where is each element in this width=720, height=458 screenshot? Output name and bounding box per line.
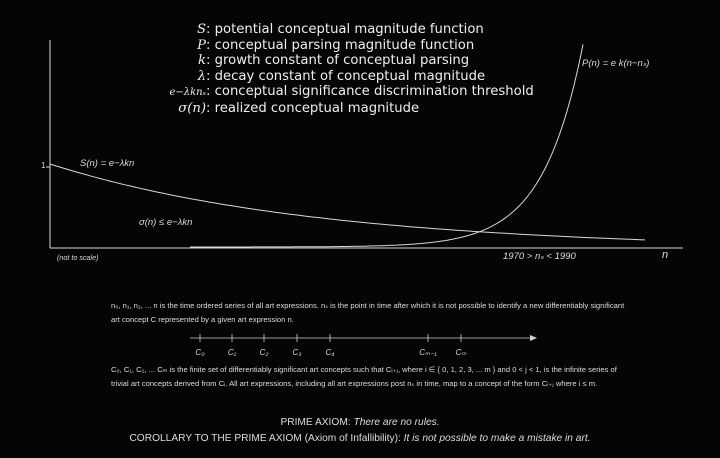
timeline-tick-label: C₂ [260,348,269,357]
timeline-ticks: C₀ C₁ C₂ C₃ C₄ Cₘ₋₁ Cₘ [195,334,466,357]
p-growth-curve [190,44,584,248]
corollary-label: COROLLARY TO THE PRIME AXIOM (Axiom of I… [129,433,401,444]
art-concepts-paragraph: C₀, C₁, C₂, ... Cₘ is the finite set of … [111,365,617,388]
legend-symbol: λ [197,68,206,84]
sigma-label: σ(n) ≤ e−λkn [139,217,193,228]
timeline-tick-label: Cₘ₋₁ [419,348,437,357]
legend-symbol: P [197,37,206,53]
prime-axiom-text: There are no rules. [353,417,440,428]
not-to-scale-note: (not to scale) [57,253,99,262]
legend-row: λ: decay constant of conceptual magnitud… [150,69,534,85]
prime-axiom: PRIME AXIOM: There are no rules. [0,417,720,428]
legend-row: k: growth constant of conceptual parsing [150,53,534,69]
legend-row: σ(n): realized conceptual magnitude [150,101,534,117]
s-decay-curve [49,163,646,241]
legend-row: P: conceptual parsing magnitude function [150,38,534,54]
legend-text: : conceptual parsing magnitude function [206,37,475,53]
p-function-label: P(n) = e k(n−nₛ) [582,58,650,69]
timeline-tick-label: C₄ [326,348,335,357]
corollary-text: It is not possible to make a mistake in … [403,433,591,444]
x-axis-label: n [662,249,669,261]
timeline-tick-label: C₃ [293,348,302,357]
legend-text: : growth constant of conceptual parsing [206,53,470,69]
s-function-label: S(n) = e−λkn [80,158,135,169]
timeline-arrowhead [530,335,537,341]
timeline-tick-label: Cₘ [456,348,467,357]
prime-axiom-label: PRIME AXIOM: [280,417,351,428]
legend-symbol: σ(n) [178,100,206,116]
legend-symbol: k [198,53,206,69]
legend-symbol: S [196,22,206,37]
legend: S: potential conceptual magnitude functi… [150,22,534,117]
ns-range-label: 1970 > nₛ < 1990 [503,251,576,262]
legend-row: e−λknₛ: conceptual significance discrimi… [150,84,534,101]
timeline-tick-label: C₀ [195,348,205,357]
legend-symbol: e−λknₛ [169,87,206,99]
legend-text: : conceptual significance discrimination… [206,84,534,100]
legend-text: : decay constant of conceptual magnitude [206,68,486,84]
timeline-tick-label: C₁ [228,348,237,357]
legend-text: : potential conceptual magnitude functio… [206,22,484,37]
art-expressions-paragraph: n₀, n₁, n₂, ... n is the time ordered se… [111,301,625,324]
legend-text: : realized conceptual magnitude [206,100,420,116]
legend-row: S: potential conceptual magnitude functi… [150,22,534,38]
y-tick-label: 1 [41,161,46,170]
corollary-axiom: COROLLARY TO THE PRIME AXIOM (Axiom of I… [0,433,720,444]
